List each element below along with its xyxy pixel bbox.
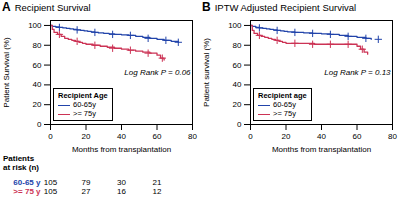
- svg-text:12: 12: [153, 187, 162, 196]
- html-text:>= 75y: >= 75y: [73, 109, 96, 118]
- svg-text:80: 80: [188, 132, 197, 141]
- svg-text:79: 79: [82, 178, 91, 187]
- svg-text:0: 0: [37, 120, 42, 129]
- svg-text:80: 80: [388, 132, 397, 141]
- svg-text:105: 105: [44, 187, 58, 196]
- svg-text:60: 60: [353, 132, 362, 141]
- svg-text:40: 40: [33, 80, 42, 89]
- svg-text:20: 20: [82, 132, 91, 141]
- svg-text:Patient Survival (%): Patient Survival (%): [2, 37, 11, 108]
- svg-text:20: 20: [33, 100, 42, 109]
- svg-text:60: 60: [33, 61, 42, 70]
- html-text:Recipient age: Recipient age: [258, 91, 307, 100]
- svg-text:27: 27: [82, 187, 91, 196]
- html-text:60-65y: 60-65y: [73, 100, 96, 109]
- svg-text:0: 0: [237, 120, 242, 129]
- svg-text:60-65 y: 60-65 y: [13, 178, 41, 187]
- svg-text:60: 60: [233, 61, 242, 70]
- svg-text:Months from transplantation: Months from transplantation: [272, 145, 371, 154]
- svg-text:40: 40: [117, 132, 126, 141]
- html-text:Patients: Patients: [3, 154, 35, 163]
- html-text:Recipient Age: Recipient Age: [58, 91, 108, 100]
- svg-text:>= 75 y: >= 75 y: [13, 187, 41, 196]
- svg-text:80: 80: [233, 41, 242, 50]
- svg-text:21: 21: [153, 178, 162, 187]
- html-text:60-65y: 60-65y: [273, 100, 296, 109]
- svg-text:Log Rank P = 0.06: Log Rank P = 0.06: [124, 68, 191, 77]
- svg-text:105: 105: [44, 178, 58, 187]
- html-text:B IPTW Adjusted Recipient Surv: B IPTW Adjusted Recipient Survival: [202, 0, 357, 14]
- svg-text:100: 100: [228, 21, 242, 30]
- html-text:A Recipient Survival: A Recipient Survival: [2, 0, 91, 14]
- svg-text:Months from transplantation: Months from transplantation: [72, 145, 171, 154]
- svg-text:0: 0: [248, 132, 253, 141]
- svg-text:20: 20: [233, 100, 242, 109]
- svg-text:100: 100: [28, 21, 42, 30]
- svg-text:60: 60: [153, 132, 162, 141]
- html-text:at risk (n): at risk (n): [3, 163, 39, 172]
- svg-text:40: 40: [233, 80, 242, 89]
- svg-text:Log Rank P = 0.13: Log Rank P = 0.13: [324, 68, 391, 77]
- svg-text:80: 80: [33, 41, 42, 50]
- svg-text:Patient survival (%): Patient survival (%): [202, 38, 211, 107]
- html-text:>= 75y: >= 75y: [273, 109, 296, 118]
- svg-text:16: 16: [117, 187, 126, 196]
- svg-text:0: 0: [48, 132, 53, 141]
- svg-text:20: 20: [282, 132, 291, 141]
- svg-text:40: 40: [317, 132, 326, 141]
- svg-text:30: 30: [117, 178, 126, 187]
